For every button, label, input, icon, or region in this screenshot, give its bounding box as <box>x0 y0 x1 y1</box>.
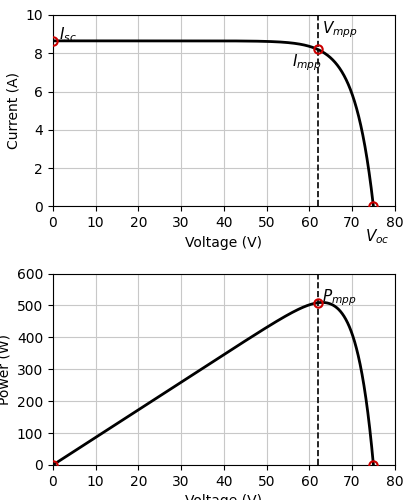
Y-axis label: Current (A): Current (A) <box>6 72 20 149</box>
Text: $I_{mpp}$: $I_{mpp}$ <box>292 52 322 73</box>
X-axis label: Voltage (V): Voltage (V) <box>185 494 263 500</box>
Text: $P_{mpp}$: $P_{mpp}$ <box>322 287 357 308</box>
Text: $I_{sc}$: $I_{sc}$ <box>59 26 77 44</box>
Y-axis label: Power (W): Power (W) <box>0 334 11 405</box>
X-axis label: Voltage (V): Voltage (V) <box>185 236 263 250</box>
Text: $V_{oc}$: $V_{oc}$ <box>365 228 389 246</box>
Text: $V_{mpp}$: $V_{mpp}$ <box>322 20 358 40</box>
